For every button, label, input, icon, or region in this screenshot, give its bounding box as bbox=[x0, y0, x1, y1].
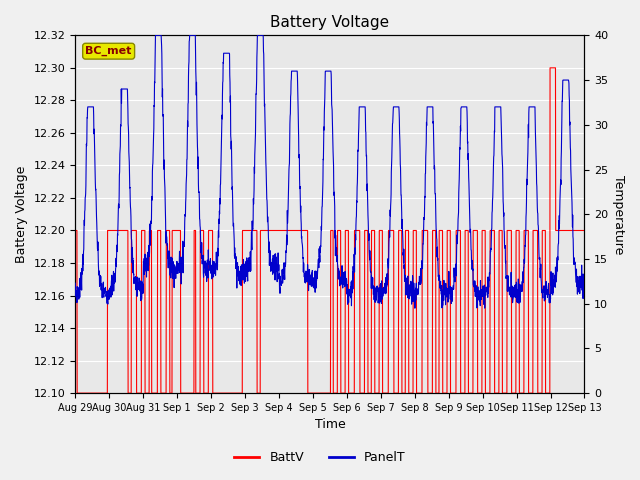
X-axis label: Time: Time bbox=[314, 419, 345, 432]
Y-axis label: Battery Voltage: Battery Voltage bbox=[15, 166, 28, 263]
Y-axis label: Temperature: Temperature bbox=[612, 175, 625, 254]
Legend: BattV, PanelT: BattV, PanelT bbox=[229, 446, 411, 469]
Title: Battery Voltage: Battery Voltage bbox=[270, 15, 390, 30]
Text: BC_met: BC_met bbox=[86, 46, 132, 56]
